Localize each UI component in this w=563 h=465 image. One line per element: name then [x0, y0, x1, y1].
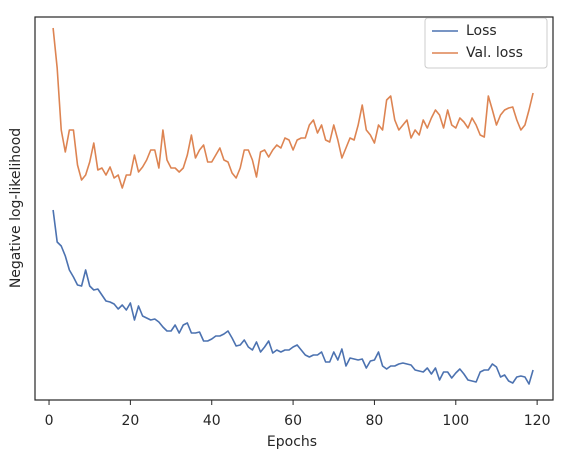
x-tick-label: 20	[121, 413, 139, 429]
x-axis-label: Epochs	[267, 434, 317, 450]
series-line	[52, 27, 534, 189]
series-line	[52, 209, 534, 385]
x-tick-label: 0	[45, 413, 54, 429]
legend-label: Val. loss	[466, 45, 523, 61]
x-tick-label: 60	[284, 413, 302, 429]
y-axis-label: Negative log-likelihood	[8, 128, 24, 288]
x-tick-label: 100	[442, 413, 469, 429]
x-tick-label: 120	[524, 413, 551, 429]
x-tick-label: 80	[366, 413, 384, 429]
x-tick-label: 40	[203, 413, 221, 429]
legend-label: Loss	[466, 23, 497, 39]
plot-frame	[34, 16, 554, 401]
